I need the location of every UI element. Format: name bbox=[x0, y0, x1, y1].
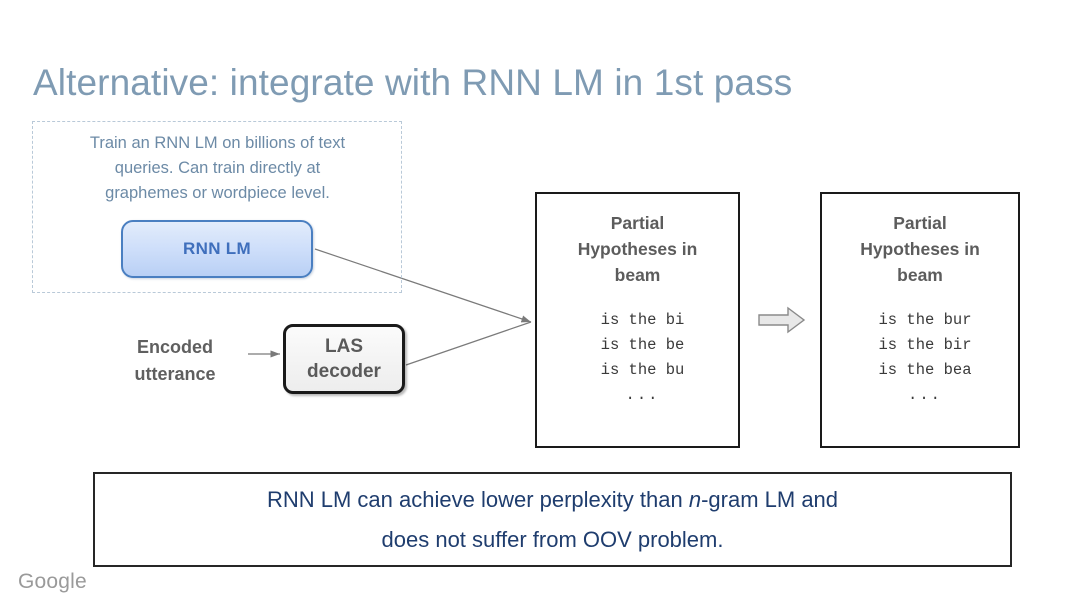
partial-hypotheses-box-1: Partial Hypotheses in beam is the bi is … bbox=[535, 192, 740, 448]
partial-hypotheses-title-2: Partial Hypotheses in beam bbox=[822, 210, 1018, 288]
caption-box: RNN LM can achieve lower perplexity than… bbox=[93, 472, 1012, 567]
training-note: Train an RNN LM on billions of text quer… bbox=[40, 131, 395, 206]
caption-line-1-before: RNN LM can achieve lower perplexity than bbox=[266, 486, 689, 512]
training-note-line-1: Train an RNN LM on billions of text bbox=[89, 134, 346, 152]
google-logo: Google bbox=[18, 570, 87, 593]
hypothesis-ellipsis: ... bbox=[908, 386, 942, 404]
rnn-lm-group-outline bbox=[32, 121, 402, 293]
caption-italic-n: n bbox=[688, 486, 702, 512]
hyp-title-line-2: Hypotheses in bbox=[577, 239, 698, 259]
training-note-line-3: graphemes or wordpiece level. bbox=[105, 184, 330, 202]
rnn-lm-label: RNN LM bbox=[183, 239, 251, 258]
caption-text: RNN LM can achieve lower perplexity than… bbox=[95, 474, 1010, 565]
training-note-line-2: queries. Can train directly at bbox=[114, 159, 321, 177]
las-decoder-line-2: decoder bbox=[307, 361, 381, 382]
hyp-title-line-3: beam bbox=[897, 265, 943, 285]
caption-line-2: does not suffer from OOV problem. bbox=[381, 526, 724, 552]
partial-hypotheses-box-2: Partial Hypotheses in beam is the bur is… bbox=[820, 192, 1020, 448]
page-title: Alternative: integrate with RNN LM in 1s… bbox=[33, 62, 793, 103]
hypothesis-ellipsis: ... bbox=[625, 386, 660, 404]
hypothesis-list-1: is the bi is the be is the bu ... bbox=[537, 308, 738, 408]
las-decoder-box: LAS decoder bbox=[283, 324, 405, 394]
beam-transition-arrow-icon bbox=[758, 306, 806, 334]
hypothesis-line: is the be bbox=[600, 336, 685, 354]
rnn-lm-box: RNN LM bbox=[121, 220, 313, 278]
encoded-utterance-line-1: Encoded bbox=[136, 337, 213, 357]
hypothesis-line: is the bu bbox=[600, 361, 685, 379]
hyp-title-line-2: Hypotheses in bbox=[860, 239, 980, 259]
caption-line-1-after: -gram LM and bbox=[701, 486, 839, 512]
encoded-utterance-label: Encoded utterance bbox=[110, 334, 240, 388]
hyp-title-line-1: Partial bbox=[893, 213, 947, 233]
caption-line-1: RNN LM can achieve lower perplexity than… bbox=[267, 480, 838, 520]
hypothesis-line: is the bir bbox=[878, 336, 972, 354]
hyp-title-line-1: Partial bbox=[610, 213, 665, 233]
las-decoder-label: LAS decoder bbox=[286, 327, 402, 391]
las-decoder-line-1: LAS bbox=[325, 336, 363, 357]
hypothesis-line: is the bea bbox=[878, 361, 972, 379]
hyp-title-line-3: beam bbox=[614, 265, 661, 285]
encoded-utterance-line-2: utterance bbox=[134, 364, 216, 384]
hypothesis-line: is the bur bbox=[878, 311, 972, 329]
partial-hypotheses-title-1: Partial Hypotheses in beam bbox=[537, 210, 738, 288]
hypothesis-list-2: is the bur is the bir is the bea ... bbox=[822, 308, 1018, 408]
hypothesis-line: is the bi bbox=[600, 311, 685, 329]
